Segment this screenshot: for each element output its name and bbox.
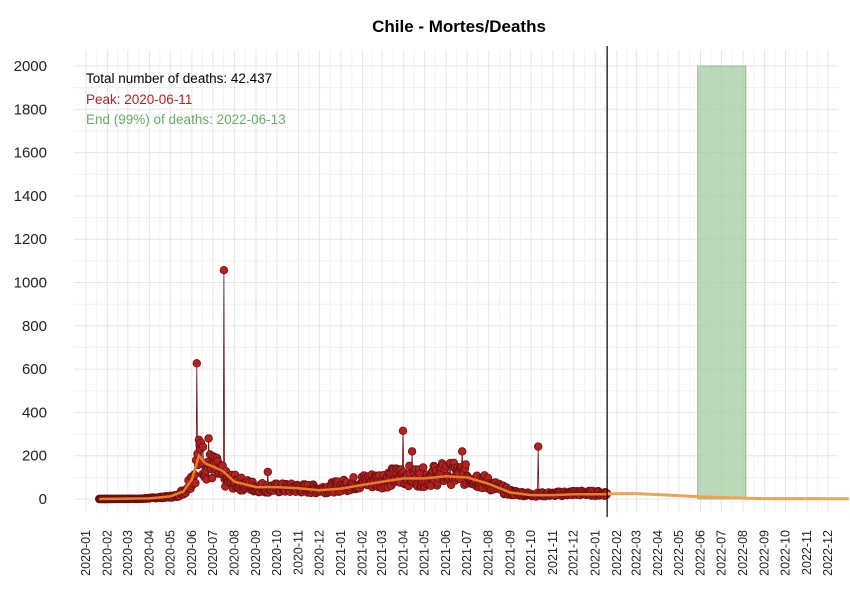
x-tick-label: 2020-12 — [312, 530, 326, 576]
y-tick-label: 400 — [22, 404, 47, 421]
observed-point — [419, 463, 428, 472]
x-tick-label: 2022-02 — [610, 530, 624, 576]
x-tick-label: 2020-03 — [121, 530, 135, 576]
x-axis-ticks: 2020-01 2020-02 2020-03 2020-04 2020-05 2020-… — [79, 530, 835, 576]
x-tick-label: 2021-09 — [503, 530, 517, 576]
x-tick-label: 2020-11 — [291, 530, 305, 575]
x-tick-label: 2022-03 — [629, 530, 643, 576]
observed-point — [398, 426, 408, 435]
x-tick-label: 2020-09 — [249, 530, 263, 576]
x-tick-label: 2020-04 — [142, 530, 156, 576]
x-tick-label: 2021-11 — [546, 530, 560, 575]
y-tick-label: 0 — [39, 491, 47, 508]
y-tick-label: 2000 — [14, 58, 47, 75]
x-tick-label: 2021-12 — [567, 530, 581, 576]
x-tick-label: 2021-05 — [418, 530, 432, 576]
x-tick-label: 2021-08 — [482, 530, 496, 576]
x-tick-label: 2022-07 — [714, 530, 728, 576]
observed-point — [207, 473, 217, 483]
y-tick-label: 200 — [22, 448, 47, 465]
x-tick-label: 2021-06 — [439, 530, 453, 576]
x-tick-label: 2022-05 — [672, 530, 686, 576]
x-tick-label: 2021-07 — [460, 530, 474, 576]
end-period-shade — [697, 65, 747, 500]
observed-point — [204, 434, 213, 443]
x-tick-label: 2020-07 — [206, 530, 220, 576]
smoothed-line — [99, 453, 608, 501]
x-tick-label: 2021-01 — [334, 530, 348, 576]
x-tick-label: 2022-08 — [736, 530, 750, 576]
y-tick-label: 1600 — [14, 145, 47, 162]
y-tick-label: 1800 — [14, 101, 47, 118]
y-tick-label: 800 — [22, 318, 47, 335]
observed-point — [407, 447, 417, 456]
y-tick-label: 600 — [22, 361, 47, 378]
annotation-total-deaths: Total number of deaths: 42.437 — [86, 71, 272, 86]
x-tick-label: 2021-02 — [356, 530, 370, 576]
series — [94, 266, 849, 504]
annotation-end: End (99%) of deaths: 2022-06-13 — [86, 112, 286, 127]
x-tick-label: 2022-11 — [800, 530, 814, 575]
x-tick-label: 2020-01 — [79, 530, 93, 576]
y-axis-ticks: 0 200 400 600 800 1000 1200 1400 1600 1800 2000 — [14, 58, 47, 508]
observed-point — [219, 266, 229, 275]
y-tick-label: 1200 — [14, 231, 47, 248]
forecast-line — [607, 492, 849, 501]
x-tick-label: 2021-04 — [397, 530, 411, 576]
chart-title: Chile - Mortes/Deaths — [372, 17, 546, 36]
x-tick-label: 2022-09 — [758, 530, 772, 576]
x-tick-label: 2020-10 — [270, 530, 284, 576]
annotation-peak: Peak: 2020-06-11 — [86, 92, 192, 107]
y-tick-label: 1400 — [14, 188, 47, 205]
observed-point — [198, 442, 208, 452]
observed-point — [191, 478, 200, 488]
x-tick-label: 2020-02 — [101, 530, 115, 576]
x-tick-label: 2022-10 — [779, 530, 793, 576]
x-tick-label: 2022-12 — [821, 530, 835, 576]
x-tick-label: 2022-01 — [588, 530, 602, 576]
observed-point — [458, 447, 467, 456]
observed-point — [461, 460, 470, 469]
observed-point — [534, 442, 543, 451]
observed-point — [263, 467, 272, 477]
observed-point — [192, 359, 201, 368]
x-tick-label: 2021-03 — [375, 530, 389, 576]
y-tick-label: 1000 — [14, 275, 47, 292]
x-tick-label: 2022-06 — [694, 530, 708, 576]
x-tick-label: 2021-10 — [524, 530, 538, 576]
observed-point — [349, 473, 358, 482]
x-tick-label: 2020-06 — [185, 530, 199, 576]
x-tick-label: 2022-04 — [651, 530, 665, 576]
x-tick-label: 2020-08 — [227, 530, 241, 576]
x-tick-label: 2020-05 — [163, 530, 177, 576]
